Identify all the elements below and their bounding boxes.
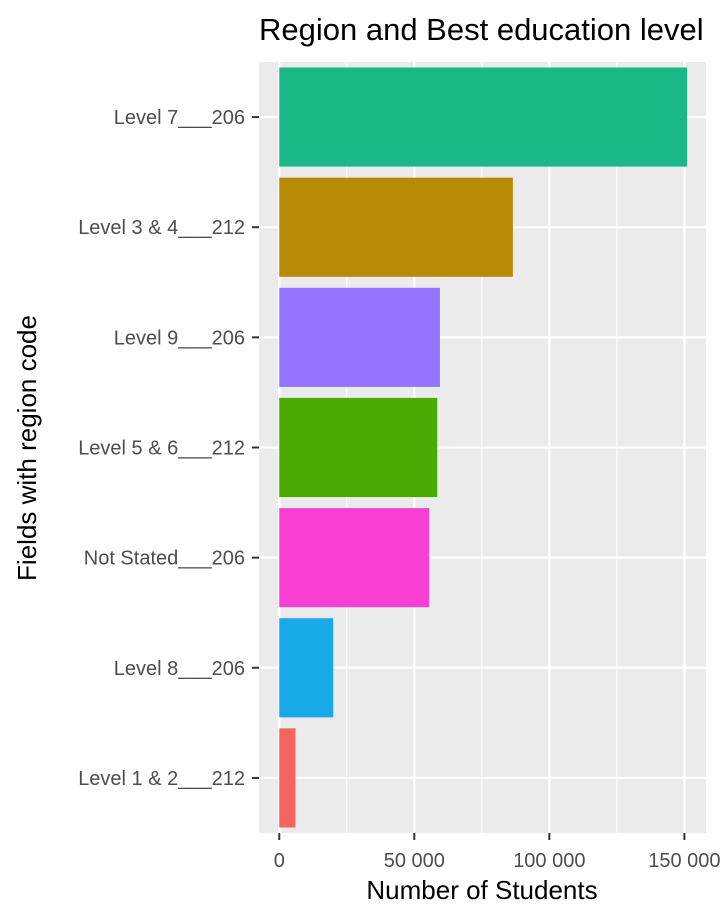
bar	[279, 67, 688, 167]
x-tick-label: 50 000	[384, 850, 445, 872]
x-tick-label: 100 000	[513, 850, 585, 872]
y-axis-title: Fields with region code	[12, 315, 42, 581]
x-axis: 0 50 000 100 000 150 000	[274, 833, 720, 872]
bars	[279, 67, 688, 828]
y-tick-label: Level 5 & 6___212	[78, 438, 245, 460]
y-tick-label: Level 8___206	[114, 658, 245, 680]
x-axis-title: Number of Students	[366, 875, 597, 905]
bar	[279, 508, 430, 608]
y-tick-label: Level 3 & 4___212	[78, 217, 245, 239]
x-tick-label: 150 000	[648, 850, 720, 872]
bar	[279, 618, 334, 718]
y-tick-label: Not Stated___206	[84, 548, 245, 570]
x-tick-label: 0	[274, 850, 285, 872]
y-tick-label: Level 7___206	[114, 107, 245, 129]
bar	[279, 177, 513, 277]
y-axis: Level 7___206 Level 3 & 4___212 Level 9___…	[78, 107, 259, 790]
bar	[279, 728, 296, 828]
bar	[279, 287, 440, 387]
chart-title: Region and Best education level	[259, 12, 704, 47]
y-tick-label: Level 9___206	[114, 327, 245, 349]
bar	[279, 397, 438, 498]
y-tick-label: Level 1 & 2___212	[78, 768, 245, 790]
